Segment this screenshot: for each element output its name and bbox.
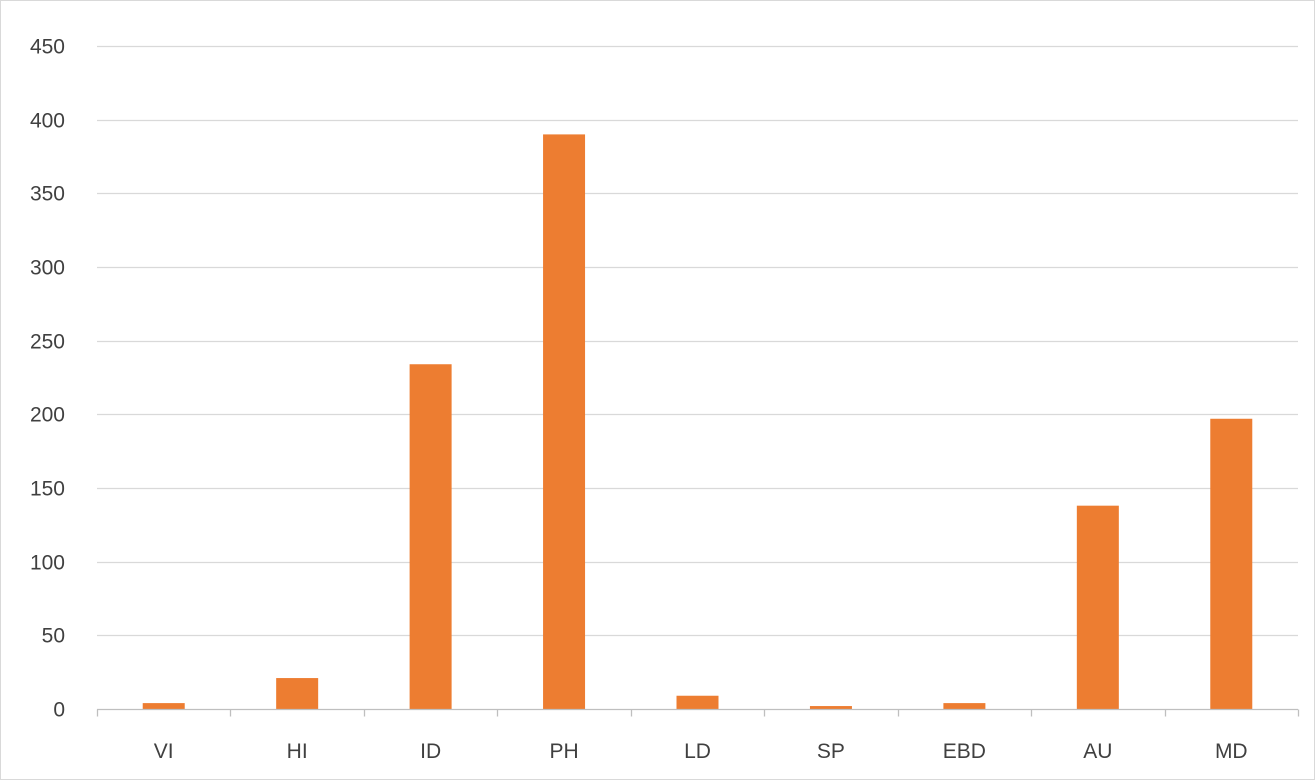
y-tick-label: 200 <box>30 404 65 427</box>
y-tick-label: 350 <box>30 183 65 206</box>
bar-id <box>409 364 452 709</box>
bar-vi <box>142 703 185 709</box>
y-axis-tick-labels: 0 50 100 150 200 250 300 350 400 450 <box>30 36 65 722</box>
y-tick-label: 250 <box>30 331 65 354</box>
x-tick-label: SP <box>817 740 845 763</box>
x-tick-label: HI <box>287 740 308 763</box>
x-tick-label: VI <box>154 740 174 763</box>
x-axis <box>96 708 1300 717</box>
y-tick-label: 50 <box>42 625 65 648</box>
y-tick-label: 400 <box>30 110 65 133</box>
bar-ebd <box>943 703 986 709</box>
x-tick-label: AU <box>1083 740 1112 763</box>
y-tick-label: 300 <box>30 257 65 280</box>
bar-md <box>1210 418 1253 709</box>
x-tick-label: MD <box>1215 740 1248 763</box>
x-tick-label: EBD <box>943 740 986 763</box>
bar-ld <box>676 695 719 709</box>
gridlines <box>97 45 1298 637</box>
bar-hi <box>276 678 319 709</box>
x-axis-tick-labels: VI HI ID PH LD SP EBD AU MD <box>154 740 1248 763</box>
bars <box>142 134 1253 709</box>
y-tick-label: 150 <box>30 478 65 501</box>
bar-sp <box>809 706 852 709</box>
y-tick-label: 0 <box>53 699 65 722</box>
bar-au <box>1076 505 1119 709</box>
y-tick-label: 100 <box>30 552 65 575</box>
bar-ph <box>543 134 586 709</box>
x-tick-label: LD <box>684 740 711 763</box>
x-tick-label: ID <box>420 740 441 763</box>
x-tick-label: PH <box>549 740 578 763</box>
y-tick-label: 450 <box>30 36 65 59</box>
